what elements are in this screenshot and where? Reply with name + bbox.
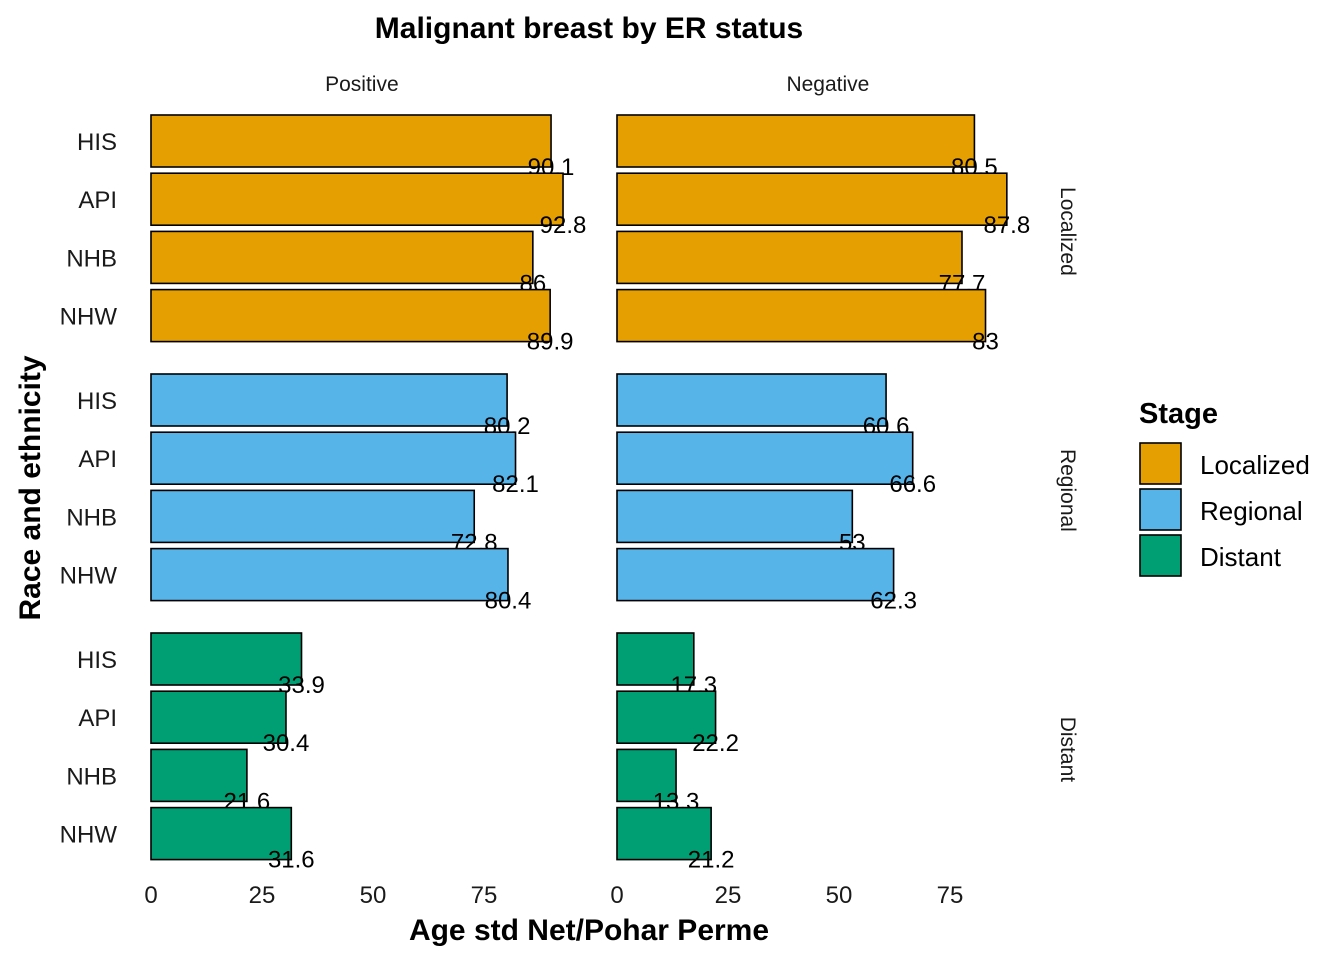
bar-his <box>616 632 695 686</box>
x-tick-label: 50 <box>826 882 853 909</box>
bar-nhw <box>616 547 895 602</box>
x-tick-label: 50 <box>360 882 387 909</box>
bar-nhw <box>150 288 551 343</box>
strip-negative: Negative <box>786 73 869 96</box>
bar-his <box>150 632 303 686</box>
x-tick-label: 25 <box>715 882 742 909</box>
data-label: 87.8 <box>983 212 1030 239</box>
data-label: 66.6 <box>889 471 936 498</box>
legend-label-distant: Distant <box>1200 542 1282 572</box>
bar-api <box>150 431 517 486</box>
y-axis-ticks: HIS API NHB NHW HIS API NHB NHW HIS API NHB NHW <box>60 129 118 849</box>
legend-label-regional: Regional <box>1200 496 1303 526</box>
bar-api <box>616 690 717 745</box>
strip-distant: Distant <box>1056 717 1079 783</box>
x-tick-label: 0 <box>144 882 157 909</box>
bar-api <box>150 172 564 226</box>
facet-strips: Positive Negative Localized Regional Distant <box>325 73 1079 782</box>
chart-title: Malignant breast by ER status <box>375 12 803 45</box>
data-label: 62.3 <box>870 588 917 615</box>
bar-nhb <box>150 489 476 544</box>
y-tick-label: NHW <box>60 563 118 590</box>
bar-his <box>150 114 552 168</box>
panel-negative-localized: 80.587.877.783 <box>616 114 1030 356</box>
bar-nhw <box>150 806 293 861</box>
x-tick-label: 75 <box>471 882 498 909</box>
bar-nhb <box>616 230 963 285</box>
bar-nhb <box>150 748 248 803</box>
y-tick-label: HIS <box>77 647 117 674</box>
legend-key-regional <box>1139 488 1182 531</box>
y-tick-label: HIS <box>77 388 117 415</box>
strip-regional: Regional <box>1056 449 1079 532</box>
data-label: 31.6 <box>268 847 315 874</box>
bar-api <box>616 431 914 486</box>
legend-key-localized <box>1139 442 1182 485</box>
bar-api <box>150 690 287 745</box>
x-tick-label: 0 <box>610 882 623 909</box>
legend-title: Stage <box>1139 398 1218 430</box>
strip-positive: Positive <box>325 73 399 96</box>
data-label: 92.8 <box>540 212 587 239</box>
y-tick-label: NHW <box>60 304 118 331</box>
bar-his <box>150 373 508 427</box>
legend-label-localized: Localized <box>1200 450 1310 480</box>
panel-negative-distant: 17.322.213.321.2 <box>616 632 739 874</box>
data-label: 83 <box>972 329 999 356</box>
data-label: 89.9 <box>527 329 574 356</box>
bar-his <box>616 114 976 168</box>
y-tick-label: API <box>78 446 117 473</box>
bar-nhw <box>616 806 712 861</box>
bar-nhw <box>616 288 987 343</box>
x-axis-title: Age std Net/Pohar Perme <box>409 914 769 947</box>
y-tick-label: NHB <box>66 763 117 790</box>
bar-nhb <box>616 489 854 544</box>
bar-nhw <box>150 547 509 602</box>
y-tick-label: API <box>78 705 117 732</box>
x-tick-label: 75 <box>937 882 964 909</box>
bar-nhb <box>616 748 677 803</box>
x-tick-label: 25 <box>249 882 276 909</box>
legend-key-distant <box>1139 534 1182 577</box>
y-tick-label: NHW <box>60 822 118 849</box>
data-label: 21.2 <box>688 847 735 874</box>
x-axis-ticks: 0 25 50 75 0 25 50 75 <box>144 882 963 909</box>
data-label: 82.1 <box>492 471 539 498</box>
bar-nhb <box>150 230 534 285</box>
y-tick-label: HIS <box>77 129 117 156</box>
panel-positive-distant: 33.930.421.631.6 <box>150 632 325 874</box>
y-axis-title: Race and ethnicity <box>14 355 47 620</box>
panel-positive-regional: 80.282.172.880.4 <box>150 373 539 615</box>
data-label: 22.2 <box>692 730 739 757</box>
y-tick-label: API <box>78 187 117 214</box>
bar-api <box>616 172 1008 226</box>
data-label: 80.4 <box>485 588 532 615</box>
bar-his <box>616 373 887 427</box>
y-tick-label: NHB <box>66 245 117 272</box>
strip-localized: Localized <box>1056 187 1079 276</box>
legend: Stage Localized Regional Distant <box>1139 398 1310 577</box>
data-label: 30.4 <box>263 730 310 757</box>
y-tick-label: NHB <box>66 504 117 531</box>
